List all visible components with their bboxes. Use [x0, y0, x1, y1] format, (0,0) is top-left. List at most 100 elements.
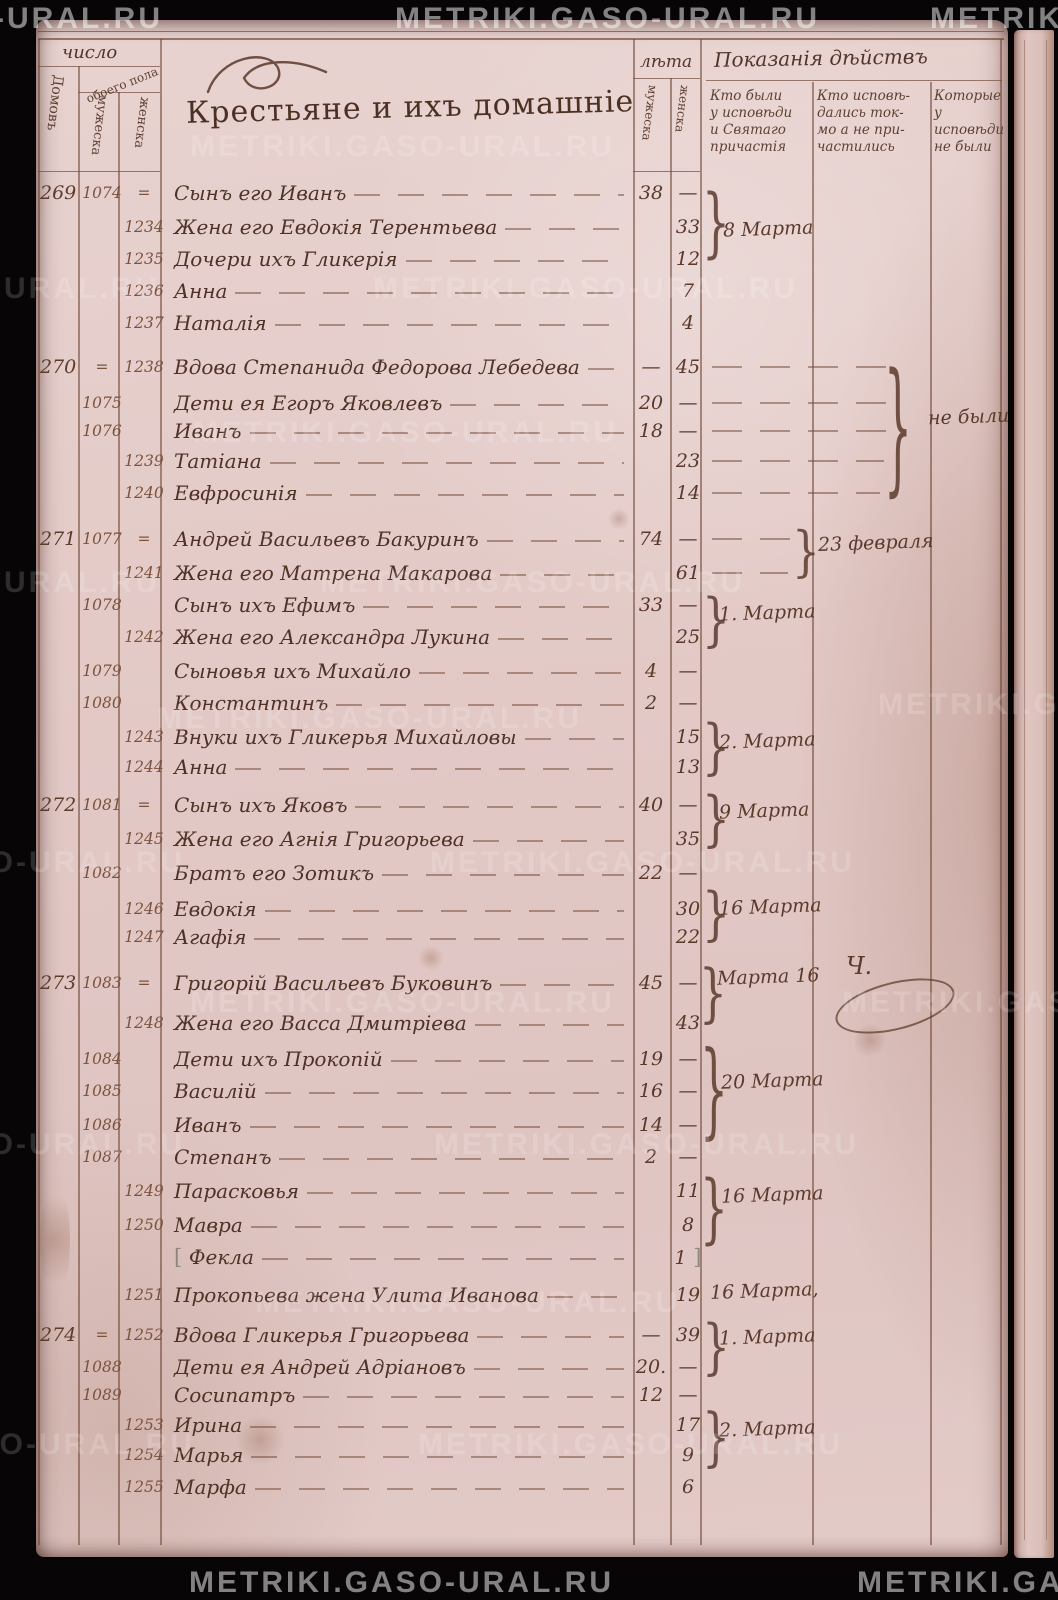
age-female: 61 — [675, 562, 701, 584]
dash-leader — [235, 768, 624, 770]
dash-leader — [505, 228, 624, 230]
age-female: 35 — [675, 828, 701, 850]
table-left-border — [38, 39, 40, 1545]
action2-header-line: частились — [817, 139, 895, 155]
table-row: 1089 Сосипатръ 12 — — [38, 1380, 1004, 1410]
table-row: 1237 Наталія 4 — [38, 308, 1004, 338]
table-row: 1087 Степанъ 2 — — [38, 1142, 1004, 1172]
house-number: 270 — [40, 356, 77, 378]
person-name: Жена его Агнія Григорьева — [174, 827, 465, 851]
ink-stain — [853, 1023, 887, 1057]
female-running-number: 1244 — [124, 758, 164, 776]
action-dash-line — [712, 402, 886, 404]
dash-leader — [363, 606, 624, 608]
male-running-number: = — [95, 358, 109, 376]
action-dash-line — [712, 460, 884, 462]
age-male: — — [641, 356, 661, 378]
person-name: Иванъ — [174, 1113, 242, 1137]
person-name: Внуки ихъ Гликерья Михайловы — [174, 725, 517, 749]
adjacent-page-edge — [1014, 30, 1054, 1558]
male-running-number: 1084 — [82, 1050, 122, 1068]
male-running-number: 1075 — [82, 394, 122, 412]
confession-date-note: 8 Марта — [722, 216, 814, 242]
table-row: 1249 Парасковья 11 — [38, 1176, 1004, 1206]
confession-date-note: 16 Марта — [720, 1182, 824, 1208]
dash-leader — [587, 368, 624, 370]
grouping-brace: } — [702, 712, 730, 783]
table-row: 273 1083 = Григорій Васильевъ Буковинъ 45 — — [38, 968, 1004, 998]
table-row: [ Фекла 1 ] — [38, 1242, 1004, 1272]
table-row: 1253 Ирина 17 — [38, 1410, 1004, 1440]
action3-header-line: Которые — [934, 88, 1002, 104]
title-flourish — [206, 56, 328, 94]
age-female: 33 — [675, 216, 701, 238]
female-running-number: 1252 — [124, 1326, 164, 1344]
age-male: 20. — [635, 1356, 667, 1378]
page-edge-crease — [1046, 40, 1047, 1540]
dash-leader — [254, 938, 624, 940]
person-name: Дети ихъ Прокопій — [174, 1047, 383, 1071]
age-female: 30 — [675, 898, 701, 920]
confession-date-note: 16 Марта — [718, 894, 822, 920]
table-row: 1250 Мавра 8 — [38, 1210, 1004, 1240]
age-female: — — [678, 660, 698, 682]
action1-header-line: Кто были — [710, 88, 783, 104]
action-dash-line — [712, 430, 886, 432]
person-name: Вдова Степанида Федорова Лебедева — [174, 355, 580, 379]
dash-leader — [261, 1258, 624, 1260]
col-line-numbers-names — [160, 39, 162, 1545]
table-row: 1251 Прокопьева жена Улита Иванова 19 — [38, 1280, 1004, 1310]
female-running-number: 1243 — [124, 728, 164, 746]
age-female: 43 — [675, 1012, 701, 1034]
female-running-number: 1240 — [124, 484, 164, 502]
age-male: — — [641, 1324, 661, 1346]
table-row: 1248 Жена его Васса Дмитріева 43 — [38, 1008, 1004, 1038]
age-female: — — [678, 1114, 698, 1136]
age-female: 39 — [675, 1324, 701, 1346]
confession-date-note: 2. Марта — [718, 1416, 816, 1442]
col-line-action2-action3 — [930, 82, 932, 1545]
female-running-number: 1239 — [124, 452, 164, 470]
ages-header-bottom-rule — [633, 171, 700, 172]
dash-leader — [307, 1192, 624, 1194]
age-female: 7 — [681, 280, 695, 302]
table-row: 1075 Дети ея Егоръ Яковлевъ 20 — — [38, 388, 1004, 418]
table-row: 274 = 1252 Вдова Гликерья Григорьева — 39 — [38, 1320, 1004, 1350]
age-female: 4 — [681, 312, 695, 334]
header-ages-group: лѣта — [640, 52, 693, 72]
grouping-brace: } — [792, 521, 820, 584]
female-running-number: 1255 — [124, 1478, 164, 1496]
age-female: 9 — [681, 1444, 695, 1466]
person-name: Дети ея Андрей Адріановъ — [174, 1355, 466, 1379]
age-female: — — [678, 1048, 698, 1070]
confession-date-note: 2. Марта — [718, 728, 816, 754]
age-female: 23 — [675, 450, 701, 472]
dash-leader — [473, 1368, 624, 1370]
female-running-number: = — [137, 796, 151, 814]
person-name: Мавра — [174, 1213, 243, 1237]
confession-date-note: 20 Марта — [720, 1068, 824, 1094]
female-running-number: 1235 — [124, 250, 164, 268]
age-male: 20 — [638, 392, 664, 414]
dash-leader — [524, 738, 624, 740]
age-female: 1 ] — [674, 1245, 702, 1269]
ink-flourish-letter: Ч. — [846, 952, 873, 980]
age-male: 22 — [638, 862, 664, 884]
action3-header-line: у исповѣди — [934, 105, 1005, 138]
site-watermark: METRIKI.GASO-URAL.RU — [857, 1566, 1058, 1599]
male-running-number: 1088 — [82, 1358, 122, 1376]
grouping-brace: } — [700, 1030, 728, 1152]
house-number: 273 — [40, 972, 77, 994]
person-name: Анна — [174, 755, 228, 779]
action2-header-line: дались ток- — [817, 105, 904, 121]
table-row: 272 1081 = Сынъ ихъ Яковъ 40 — — [38, 790, 1004, 820]
table-row: 1241 Жена его Матрена Макарова 61 — [38, 558, 1004, 588]
age-female: 19 — [675, 1284, 701, 1306]
age-female: 25 — [675, 626, 701, 648]
male-running-number: 1083 — [82, 974, 122, 992]
table-row: 1245 Жена его Агнія Григорьева 35 — [38, 824, 1004, 854]
confession-date-note: 1. Марта — [718, 600, 816, 626]
person-name: Марья — [174, 1443, 244, 1467]
person-name: Константинъ — [174, 691, 329, 715]
